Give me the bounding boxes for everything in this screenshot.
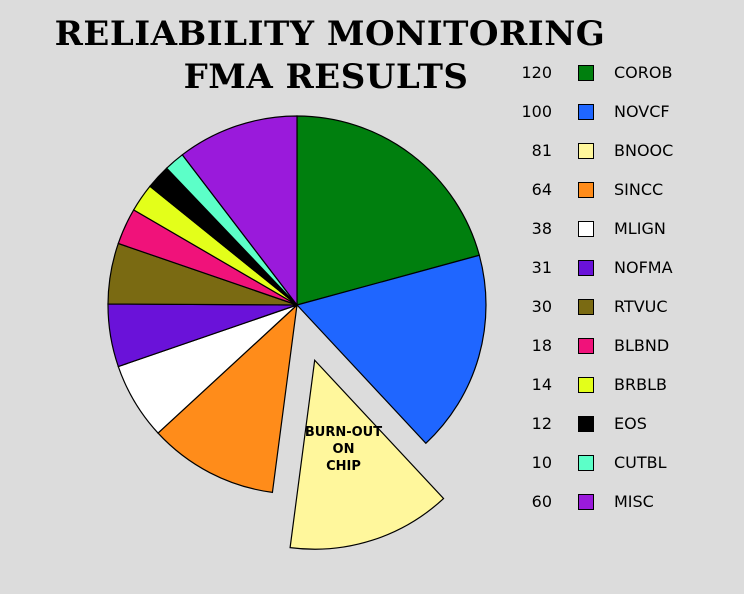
pie-slice-corob bbox=[296, 115, 481, 306]
chart-subtitle: FMA RESULTS bbox=[183, 57, 469, 97]
legend-item-eos: 12 EOS bbox=[510, 413, 740, 435]
legend-label: CUTBL bbox=[614, 453, 667, 472]
legend-swatch bbox=[578, 494, 594, 510]
pie-slice-sincc bbox=[157, 303, 298, 494]
legend-value: 14 bbox=[531, 375, 552, 394]
slice-annotation-line: BURN-OUT bbox=[305, 425, 382, 440]
legend-swatch bbox=[578, 104, 594, 120]
chart-title: RELIABILITY MONITORING bbox=[54, 14, 606, 54]
slice-annotation-line: ON bbox=[333, 442, 355, 457]
legend-label: SINCC bbox=[614, 180, 664, 199]
legend-value: 31 bbox=[531, 258, 552, 277]
legend-value: 81 bbox=[531, 141, 552, 160]
legend-value: 60 bbox=[531, 492, 552, 511]
legend-value: 10 bbox=[531, 453, 552, 472]
legend-value: 120 bbox=[521, 63, 552, 82]
legend-swatch bbox=[578, 221, 594, 237]
legend-label: COROB bbox=[614, 63, 673, 82]
legend-item-nofma: 31 NOFMA bbox=[510, 257, 740, 279]
legend-label: BLBND bbox=[614, 336, 670, 355]
legend-item-novcf: 100 NOVCF bbox=[510, 101, 740, 123]
legend-swatch bbox=[578, 416, 594, 432]
legend-value: 38 bbox=[531, 219, 552, 238]
legend-label: MLIGN bbox=[614, 219, 666, 238]
legend-label: BNOOC bbox=[614, 141, 674, 160]
legend-label: BRBLB bbox=[614, 375, 667, 394]
pie-slice-novcf bbox=[295, 254, 487, 445]
legend-swatch bbox=[578, 377, 594, 393]
pie-slice-bnooc bbox=[289, 358, 445, 550]
legend-swatch bbox=[578, 143, 594, 159]
legend-item-rtvuc: 30 RTVUC bbox=[510, 296, 740, 318]
legend-label: MISC bbox=[614, 492, 654, 511]
legend-item-mlign: 38 MLIGN bbox=[510, 218, 740, 240]
legend-swatch bbox=[578, 182, 594, 198]
legend-value: 30 bbox=[531, 297, 552, 316]
legend-swatch bbox=[578, 299, 594, 315]
legend-label: RTVUC bbox=[614, 297, 668, 316]
legend-label: NOFMA bbox=[614, 258, 673, 277]
legend-item-blbnd: 18 BLBND bbox=[510, 335, 740, 357]
legend-value: 12 bbox=[531, 414, 552, 433]
slice-annotation-line: CHIP bbox=[326, 459, 361, 474]
legend-item-brblb: 14 BRBLB bbox=[510, 374, 740, 396]
legend-label: EOS bbox=[614, 414, 647, 433]
legend-item-sincc: 64 SINCC bbox=[510, 179, 740, 201]
legend-swatch bbox=[578, 338, 594, 354]
legend-value: 18 bbox=[531, 336, 552, 355]
legend-label: NOVCF bbox=[614, 102, 670, 121]
legend-swatch bbox=[578, 65, 594, 81]
pie-slice-misc bbox=[181, 115, 298, 307]
legend-swatch bbox=[578, 455, 594, 471]
legend-value: 64 bbox=[531, 180, 552, 199]
legend-item-misc: 60 MISC bbox=[510, 491, 740, 513]
legend-item-cutbl: 10 CUTBL bbox=[510, 452, 740, 474]
legend-item-corob: 120 COROB bbox=[510, 62, 740, 84]
legend-value: 100 bbox=[521, 102, 552, 121]
legend-item-bnooc: 81 BNOOC bbox=[510, 140, 740, 162]
legend-swatch bbox=[578, 260, 594, 276]
